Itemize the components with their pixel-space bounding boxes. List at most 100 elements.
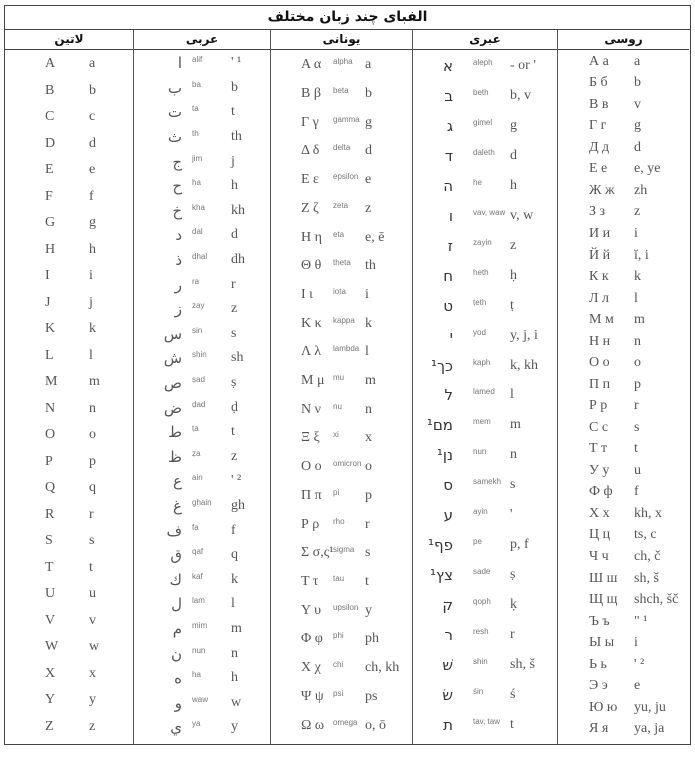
latin-transliteration: u	[89, 586, 96, 602]
russian-letter: А а	[589, 53, 609, 69]
greek-letter: Α α	[301, 57, 322, 73]
russian-row: Ь ь ' ²	[558, 656, 689, 674]
hebrew-transliteration: ḳ	[510, 597, 517, 613]
russian-transliteration: g	[634, 118, 641, 134]
greek-row: Ο ο omicron o	[271, 458, 412, 476]
arabic-letter: س	[163, 324, 182, 343]
hebrew-row: ל lamed l	[413, 386, 557, 404]
greek-row: Υ υ upsilon y	[271, 602, 412, 620]
arabic-row: ه ha h	[134, 669, 270, 687]
hebrew-letter: ד	[444, 146, 453, 165]
arabic-row: ف fa f	[134, 522, 270, 540]
greek-letter: Ω ω	[301, 717, 325, 733]
greek-letter: Χ χ	[301, 660, 321, 676]
latin-letter: S	[45, 533, 53, 549]
greek-name: alpha	[333, 57, 353, 67]
hebrew-transliteration: '	[510, 507, 513, 523]
arabic-letter: ث	[167, 128, 182, 147]
hebrew-letter: י	[449, 326, 453, 345]
arabic-name: kaf	[192, 571, 203, 581]
greek-transliteration: b	[365, 86, 372, 102]
arabic-transliteration: t	[231, 424, 235, 440]
hebrew-row: שׂ śin ś	[413, 686, 557, 704]
hebrew-transliteration: g	[510, 117, 517, 133]
arabic-transliteration: j	[231, 153, 235, 169]
greek-name: zeta	[333, 200, 349, 210]
arabic-transliteration: b	[231, 79, 238, 95]
greek-transliteration: r	[365, 516, 370, 532]
hebrew-row: ס samekh s	[413, 476, 557, 494]
arabic-transliteration: y	[231, 719, 238, 735]
arabic-row: ت ta t	[134, 103, 270, 121]
hebrew-letter: ס	[443, 476, 453, 495]
arabic-transliteration: z	[231, 448, 238, 464]
arabic-name: ḥa	[192, 178, 201, 188]
arabic-letter: ل	[171, 595, 182, 614]
arabic-transliteration: w	[231, 694, 242, 710]
russian-transliteration: shch, šč	[634, 592, 679, 608]
hebrew-row: י yod y, j, i	[413, 327, 557, 345]
hebrew-name: lamed	[473, 387, 495, 397]
hebrew-name: śin	[473, 686, 484, 696]
latin-transliteration: i	[89, 268, 93, 284]
greek-row: Ν ν nu n	[271, 401, 412, 419]
greek-letter: Ι ι	[301, 286, 313, 302]
arabic-transliteration: ṣ	[231, 375, 237, 391]
latin-letter: D	[45, 135, 56, 151]
greek-name: mu	[333, 373, 345, 383]
arabic-transliteration: k	[231, 571, 238, 587]
russian-row: Ж ж zh	[558, 182, 689, 200]
hebrew-name: sade	[473, 567, 491, 577]
russian-letter: Я я	[589, 721, 609, 737]
latin-transliteration: x	[89, 665, 96, 681]
greek-letter: Λ λ	[301, 344, 322, 360]
greek-row: Μ μ mu m	[271, 372, 412, 390]
arabic-row: ج jim j	[134, 153, 270, 171]
greek-transliteration: l	[365, 344, 369, 360]
hebrew-letter: ע	[443, 506, 453, 525]
hebrew-letter: א	[442, 56, 453, 75]
arabic-transliteration: h	[231, 178, 238, 194]
latin-letter: R	[45, 506, 55, 522]
hebrew-letter: ט	[443, 296, 453, 315]
hebrew-letter: ו	[448, 206, 453, 225]
russian-letter: Д д	[589, 139, 610, 155]
latin-letter: Z	[45, 718, 54, 734]
russian-transliteration: b	[634, 75, 641, 91]
greek-letter: Η η	[301, 229, 322, 245]
hebrew-name: tav, taw	[473, 716, 500, 726]
arabic-row: ظ ẓa z	[134, 448, 270, 466]
hebrew-name: beth	[473, 87, 489, 97]
latin-letter: Q	[45, 480, 56, 496]
latin-letter: P	[45, 453, 53, 469]
russian-transliteration: ' ²	[634, 656, 645, 672]
russian-letter: Ш ш	[589, 570, 618, 586]
hebrew-transliteration: v, w	[510, 207, 534, 223]
arabic-transliteration: l	[231, 596, 235, 612]
arabic-name: ṣad	[192, 375, 205, 385]
russian-transliteration: z	[634, 204, 641, 220]
greek-name: beta	[333, 86, 349, 96]
hebrew-row: ט ṭeth ṭ	[413, 297, 557, 315]
latin-transliteration: g	[89, 215, 96, 231]
greek-name: pi	[333, 487, 340, 497]
russian-transliteration: t	[634, 441, 638, 457]
greek-transliteration: o, ō	[365, 717, 386, 733]
arabic-transliteration: r	[231, 276, 236, 292]
russian-transliteration: a	[634, 53, 641, 69]
russian-column: روسی А а a Б б b В в v Г г g Д д d Е е e, ye Ж ж zh З …	[558, 29, 689, 744]
latin-letter: M	[45, 374, 58, 390]
russian-transliteration: k	[634, 269, 641, 285]
russian-letter: Щ щ	[589, 592, 618, 608]
